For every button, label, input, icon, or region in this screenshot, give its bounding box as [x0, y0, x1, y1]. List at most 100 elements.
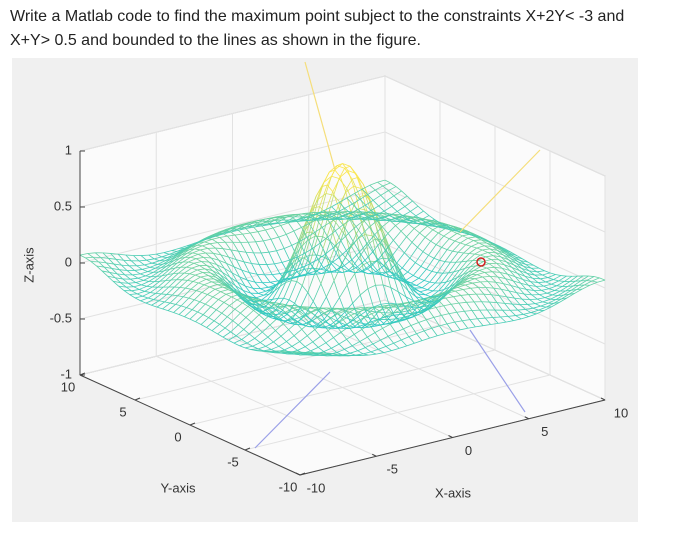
mesh-line — [464, 310, 473, 312]
mesh-line — [329, 240, 339, 250]
mesh-line — [280, 225, 287, 235]
mesh-line — [380, 239, 389, 260]
mesh-line — [318, 310, 325, 320]
mesh-line — [117, 253, 124, 261]
mesh-line — [333, 280, 340, 298]
mesh-line — [165, 273, 174, 281]
mesh-line — [319, 236, 328, 244]
mesh-line — [384, 316, 391, 325]
mesh-line — [407, 271, 414, 276]
mesh-line — [432, 302, 438, 307]
mesh-line — [449, 277, 458, 288]
mesh-line — [388, 258, 394, 264]
mesh-line — [372, 343, 379, 350]
mesh-line — [395, 225, 402, 232]
mesh-line — [164, 294, 173, 303]
mesh-line — [412, 311, 419, 318]
mesh-line — [262, 224, 271, 227]
mesh-line — [359, 294, 367, 312]
mesh-line — [517, 309, 524, 315]
mesh-line — [276, 250, 283, 263]
mesh-line — [459, 260, 468, 271]
mesh-line — [457, 286, 464, 290]
mesh-line — [433, 257, 440, 261]
mesh-line — [156, 270, 165, 277]
mesh-line — [125, 254, 132, 262]
mesh-line — [212, 237, 220, 240]
mesh-line — [328, 269, 337, 273]
mesh-line — [417, 246, 424, 252]
mesh-line — [215, 247, 224, 250]
mesh-line — [513, 318, 522, 322]
mesh-line — [357, 311, 366, 318]
mesh-line — [449, 238, 455, 242]
mesh-line — [460, 327, 468, 331]
mesh-line — [230, 287, 240, 295]
mesh-line — [262, 307, 271, 312]
mesh-line — [136, 265, 143, 270]
mesh-line — [410, 325, 417, 334]
mesh-line — [496, 245, 502, 250]
mesh-line — [276, 302, 285, 307]
mesh-line — [426, 222, 433, 226]
mesh-line — [536, 270, 545, 273]
constraint-line — [254, 371, 331, 449]
mesh-line — [361, 329, 368, 338]
mesh-line — [330, 317, 339, 323]
mesh-line — [299, 341, 306, 348]
mesh-line — [475, 325, 484, 328]
mesh-line — [181, 249, 190, 256]
mesh-line — [489, 241, 496, 245]
mesh-line — [581, 284, 590, 290]
mesh-line — [286, 303, 295, 315]
mesh-line — [211, 330, 218, 335]
mesh-line — [359, 243, 368, 253]
mesh-line — [211, 257, 219, 261]
mesh-line — [223, 296, 232, 303]
z-tick-label: -1 — [60, 366, 72, 381]
mesh-line — [543, 285, 550, 290]
z-tick-label: 0 — [65, 254, 72, 269]
mesh-line — [115, 258, 124, 261]
mesh-line — [468, 231, 475, 235]
mesh-line — [535, 301, 543, 305]
mesh-line — [247, 306, 254, 311]
mesh-line — [201, 261, 208, 266]
mesh-line — [314, 227, 323, 233]
mesh-line — [250, 292, 257, 299]
mesh-line — [527, 303, 536, 305]
mesh-line — [553, 302, 560, 304]
mesh-line — [321, 227, 329, 238]
mesh-line — [144, 264, 151, 268]
mesh-line — [256, 273, 265, 276]
mesh-line — [497, 250, 504, 256]
mesh-line — [111, 268, 118, 275]
mesh-line — [383, 350, 392, 353]
mesh-line — [510, 285, 517, 293]
mesh-line — [474, 249, 483, 255]
mesh-line — [380, 302, 389, 305]
mesh-line — [528, 284, 535, 291]
mesh-line — [365, 195, 372, 202]
mesh-line — [393, 195, 400, 202]
mesh-line — [511, 267, 518, 274]
mesh-line — [124, 274, 131, 280]
mesh-line — [175, 266, 181, 269]
mesh-line — [451, 277, 458, 281]
mesh-line — [261, 251, 269, 254]
mesh-line — [431, 270, 438, 274]
mesh-line — [146, 281, 155, 287]
mesh-line — [351, 251, 360, 261]
mesh-line — [416, 333, 423, 341]
mesh-line — [303, 311, 312, 318]
mesh-line — [150, 292, 156, 294]
mesh-line — [526, 273, 533, 279]
mesh-line — [212, 291, 221, 298]
mesh-line — [451, 230, 458, 234]
mesh-line — [500, 256, 507, 263]
mesh-line — [141, 284, 147, 287]
mesh-line — [575, 275, 584, 282]
mesh-line — [156, 306, 163, 310]
mesh-line — [435, 305, 444, 308]
mesh-line — [460, 228, 467, 232]
